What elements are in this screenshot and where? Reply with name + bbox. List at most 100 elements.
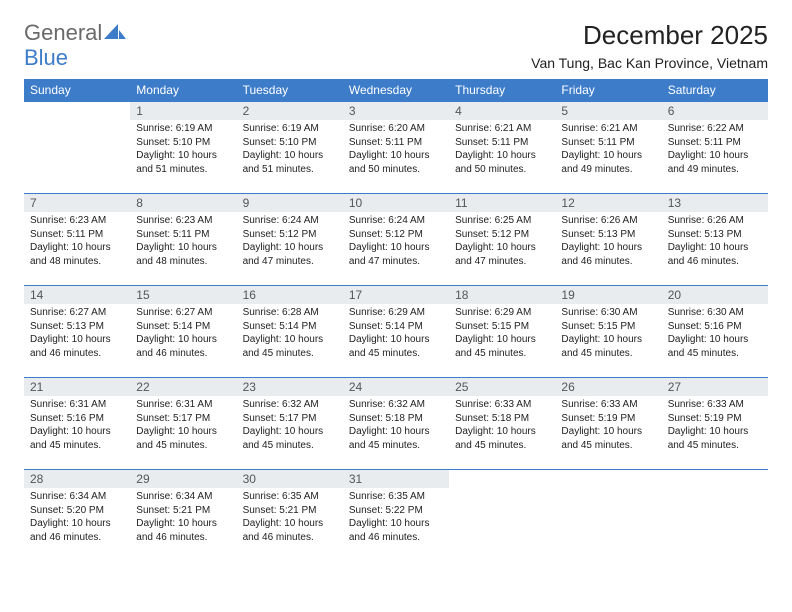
- day-number: 6: [662, 101, 768, 120]
- day-data: Sunrise: 6:21 AMSunset: 5:11 PMDaylight:…: [449, 120, 555, 182]
- daylight-text: Daylight: 10 hours and 46 minutes.: [349, 517, 443, 544]
- sunset-text: Sunset: 5:21 PM: [243, 504, 337, 518]
- daylight-text: Daylight: 10 hours and 47 minutes.: [455, 241, 549, 268]
- sunrise-text: Sunrise: 6:34 AM: [30, 490, 124, 504]
- sunset-text: Sunset: 5:18 PM: [455, 412, 549, 426]
- day-number: [555, 469, 661, 488]
- daylight-text: Daylight: 10 hours and 45 minutes.: [668, 333, 762, 360]
- sunset-text: Sunset: 5:16 PM: [30, 412, 124, 426]
- daylight-text: Daylight: 10 hours and 47 minutes.: [243, 241, 337, 268]
- day-data: Sunrise: 6:25 AMSunset: 5:12 PMDaylight:…: [449, 212, 555, 274]
- calendar-week-row: 28Sunrise: 6:34 AMSunset: 5:20 PMDayligh…: [24, 469, 768, 561]
- day-number: [24, 101, 130, 120]
- day-data: Sunrise: 6:33 AMSunset: 5:18 PMDaylight:…: [449, 396, 555, 458]
- sunset-text: Sunset: 5:11 PM: [668, 136, 762, 150]
- sunset-text: Sunset: 5:15 PM: [561, 320, 655, 334]
- daylight-text: Daylight: 10 hours and 48 minutes.: [30, 241, 124, 268]
- weekday-header: Thursday: [449, 79, 555, 101]
- day-number: 12: [555, 193, 661, 212]
- daylight-text: Daylight: 10 hours and 51 minutes.: [243, 149, 337, 176]
- calendar-day-cell: 2Sunrise: 6:19 AMSunset: 5:10 PMDaylight…: [237, 101, 343, 193]
- day-number: 23: [237, 377, 343, 396]
- weekday-header: Saturday: [662, 79, 768, 101]
- sunrise-text: Sunrise: 6:31 AM: [136, 398, 230, 412]
- sunrise-text: Sunrise: 6:27 AM: [136, 306, 230, 320]
- sunrise-text: Sunrise: 6:29 AM: [349, 306, 443, 320]
- daylight-text: Daylight: 10 hours and 49 minutes.: [668, 149, 762, 176]
- calendar-day-cell: [24, 101, 130, 193]
- daylight-text: Daylight: 10 hours and 45 minutes.: [349, 333, 443, 360]
- calendar-day-cell: 20Sunrise: 6:30 AMSunset: 5:16 PMDayligh…: [662, 285, 768, 377]
- calendar-day-cell: 29Sunrise: 6:34 AMSunset: 5:21 PMDayligh…: [130, 469, 236, 561]
- day-data: Sunrise: 6:28 AMSunset: 5:14 PMDaylight:…: [237, 304, 343, 366]
- sunset-text: Sunset: 5:11 PM: [136, 228, 230, 242]
- calendar-week-row: 1Sunrise: 6:19 AMSunset: 5:10 PMDaylight…: [24, 101, 768, 193]
- sunset-text: Sunset: 5:11 PM: [349, 136, 443, 150]
- day-number: 3: [343, 101, 449, 120]
- calendar-day-cell: 14Sunrise: 6:27 AMSunset: 5:13 PMDayligh…: [24, 285, 130, 377]
- day-number: 22: [130, 377, 236, 396]
- sunrise-text: Sunrise: 6:23 AM: [30, 214, 124, 228]
- sunset-text: Sunset: 5:10 PM: [243, 136, 337, 150]
- day-data: Sunrise: 6:23 AMSunset: 5:11 PMDaylight:…: [130, 212, 236, 274]
- calendar-day-cell: [555, 469, 661, 561]
- day-number: 20: [662, 285, 768, 304]
- calendar-week-row: 21Sunrise: 6:31 AMSunset: 5:16 PMDayligh…: [24, 377, 768, 469]
- daylight-text: Daylight: 10 hours and 45 minutes.: [243, 425, 337, 452]
- sunset-text: Sunset: 5:10 PM: [136, 136, 230, 150]
- sunset-text: Sunset: 5:16 PM: [668, 320, 762, 334]
- sunrise-text: Sunrise: 6:35 AM: [349, 490, 443, 504]
- calendar-day-cell: 18Sunrise: 6:29 AMSunset: 5:15 PMDayligh…: [449, 285, 555, 377]
- daylight-text: Daylight: 10 hours and 45 minutes.: [349, 425, 443, 452]
- day-data: Sunrise: 6:32 AMSunset: 5:17 PMDaylight:…: [237, 396, 343, 458]
- sunset-text: Sunset: 5:13 PM: [668, 228, 762, 242]
- sunrise-text: Sunrise: 6:32 AM: [243, 398, 337, 412]
- day-number: 5: [555, 101, 661, 120]
- day-number: 18: [449, 285, 555, 304]
- calendar-day-cell: 27Sunrise: 6:33 AMSunset: 5:19 PMDayligh…: [662, 377, 768, 469]
- daylight-text: Daylight: 10 hours and 48 minutes.: [136, 241, 230, 268]
- calendar-day-cell: 7Sunrise: 6:23 AMSunset: 5:11 PMDaylight…: [24, 193, 130, 285]
- daylight-text: Daylight: 10 hours and 46 minutes.: [243, 517, 337, 544]
- weekday-header: Tuesday: [237, 79, 343, 101]
- logo-line2: Blue: [24, 45, 68, 71]
- sunset-text: Sunset: 5:14 PM: [136, 320, 230, 334]
- sunrise-text: Sunrise: 6:34 AM: [136, 490, 230, 504]
- daylight-text: Daylight: 10 hours and 51 minutes.: [136, 149, 230, 176]
- day-data: Sunrise: 6:35 AMSunset: 5:22 PMDaylight:…: [343, 488, 449, 550]
- daylight-text: Daylight: 10 hours and 45 minutes.: [243, 333, 337, 360]
- sunrise-text: Sunrise: 6:30 AM: [561, 306, 655, 320]
- header: General December 2025 Van Tung, Bac Kan …: [24, 20, 768, 71]
- location: Van Tung, Bac Kan Province, Vietnam: [531, 55, 768, 71]
- day-data: Sunrise: 6:19 AMSunset: 5:10 PMDaylight:…: [237, 120, 343, 182]
- day-number: 31: [343, 469, 449, 488]
- weekday-header: Sunday: [24, 79, 130, 101]
- day-data: Sunrise: 6:19 AMSunset: 5:10 PMDaylight:…: [130, 120, 236, 182]
- weekday-header: Monday: [130, 79, 236, 101]
- sunrise-text: Sunrise: 6:25 AM: [455, 214, 549, 228]
- day-number: 14: [24, 285, 130, 304]
- day-data: Sunrise: 6:31 AMSunset: 5:17 PMDaylight:…: [130, 396, 236, 458]
- daylight-text: Daylight: 10 hours and 47 minutes.: [349, 241, 443, 268]
- calendar-day-cell: 5Sunrise: 6:21 AMSunset: 5:11 PMDaylight…: [555, 101, 661, 193]
- day-data: Sunrise: 6:29 AMSunset: 5:14 PMDaylight:…: [343, 304, 449, 366]
- title-block: December 2025 Van Tung, Bac Kan Province…: [531, 20, 768, 71]
- calendar-day-cell: [662, 469, 768, 561]
- day-data: Sunrise: 6:26 AMSunset: 5:13 PMDaylight:…: [662, 212, 768, 274]
- sunset-text: Sunset: 5:13 PM: [30, 320, 124, 334]
- sunset-text: Sunset: 5:12 PM: [455, 228, 549, 242]
- calendar-day-cell: 21Sunrise: 6:31 AMSunset: 5:16 PMDayligh…: [24, 377, 130, 469]
- day-number: 17: [343, 285, 449, 304]
- day-number: [449, 469, 555, 488]
- sunset-text: Sunset: 5:20 PM: [30, 504, 124, 518]
- calendar-day-cell: 15Sunrise: 6:27 AMSunset: 5:14 PMDayligh…: [130, 285, 236, 377]
- day-data: Sunrise: 6:33 AMSunset: 5:19 PMDaylight:…: [555, 396, 661, 458]
- daylight-text: Daylight: 10 hours and 49 minutes.: [561, 149, 655, 176]
- day-number: 7: [24, 193, 130, 212]
- daylight-text: Daylight: 10 hours and 46 minutes.: [668, 241, 762, 268]
- sunset-text: Sunset: 5:14 PM: [243, 320, 337, 334]
- calendar-day-cell: 13Sunrise: 6:26 AMSunset: 5:13 PMDayligh…: [662, 193, 768, 285]
- sunrise-text: Sunrise: 6:31 AM: [30, 398, 124, 412]
- sunrise-text: Sunrise: 6:21 AM: [561, 122, 655, 136]
- daylight-text: Daylight: 10 hours and 45 minutes.: [136, 425, 230, 452]
